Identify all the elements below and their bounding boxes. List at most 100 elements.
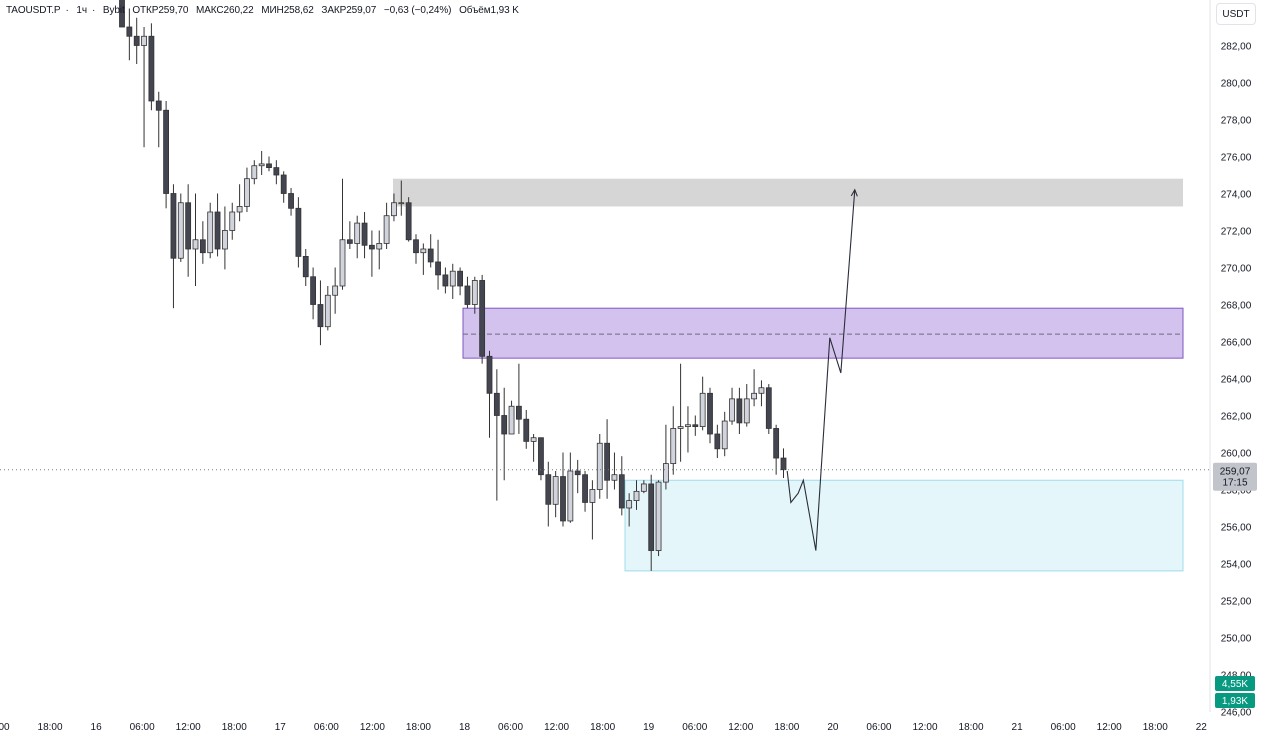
candle-body: [626, 500, 633, 509]
candle: [773, 424, 780, 475]
candle: [310, 267, 317, 320]
candle: [464, 276, 471, 309]
candle: [736, 387, 743, 434]
candle: [707, 387, 713, 444]
candle-body: [221, 230, 228, 250]
candle: [332, 267, 339, 314]
candle: [648, 474, 655, 571]
candle: [538, 437, 544, 481]
candle: [192, 193, 199, 286]
candle: [354, 215, 361, 259]
gray-zone[interactable]: [393, 178, 1183, 207]
candle-body: [295, 207, 302, 257]
candle-body: [170, 193, 177, 259]
price-tick-label: 266,00: [1221, 338, 1252, 349]
time-tick-label: 12:00: [728, 722, 753, 733]
candle: [141, 27, 147, 148]
candle: [244, 167, 250, 212]
volume-badges: 4,55K 1,93K: [1215, 676, 1255, 708]
purple-zone[interactable]: [462, 307, 1184, 359]
currency-button[interactable]: USDT: [1216, 3, 1256, 25]
candle-body: [177, 202, 184, 259]
candle: [670, 406, 677, 475]
candle: [780, 448, 787, 479]
candle-body: [405, 202, 412, 241]
candle: [266, 156, 272, 172]
candle-body: [589, 489, 596, 503]
price-tick-label: 270,00: [1221, 264, 1252, 275]
time-tick-label: 18:00: [774, 722, 799, 733]
candle-body: [655, 481, 662, 551]
candle-body: [185, 202, 192, 250]
candle: [391, 193, 397, 222]
interval-label[interactable]: 1ч: [76, 5, 87, 16]
candle: [457, 267, 464, 296]
cyan-zone[interactable]: [624, 479, 1184, 572]
candle-body: [773, 428, 780, 459]
candle: [604, 419, 610, 499]
candle: [413, 234, 419, 264]
candle-body: [442, 274, 449, 287]
symbol-name[interactable]: TAOUSDT.P: [6, 5, 61, 16]
candle-body: [736, 398, 743, 424]
candle: [523, 409, 530, 449]
candle-body: [244, 178, 250, 207]
candle-body: [376, 243, 383, 250]
candle-body: [251, 165, 258, 180]
candle: [677, 363, 684, 462]
candle-body: [148, 35, 155, 102]
high-value: 260,22: [223, 5, 254, 16]
candle: [714, 424, 721, 459]
candle: [729, 387, 735, 425]
candle-body: [457, 270, 464, 287]
projection-path[interactable]: [786, 189, 856, 551]
time-axis[interactable]: 00 18:00 16 06:00 12:00 18:00 17 06:00 12:00 18:0…: [0, 722, 1207, 733]
price-axis[interactable]: 282,00 280,00 278,00 276,00 274,00 272,00 270,…: [1221, 42, 1252, 719]
bar-countdown-label: 17:15: [1222, 478, 1247, 489]
candle-body: [618, 474, 625, 509]
time-tick-label: 12:00: [544, 722, 569, 733]
price-tick-label: 274,00: [1221, 190, 1252, 201]
candle-body: [699, 392, 706, 427]
time-tick-label: 06:00: [314, 722, 339, 733]
candle-body: [214, 211, 221, 250]
candle-body: [449, 270, 456, 287]
candle: [185, 184, 192, 277]
symbol-legend[interactable]: TAOUSDT.P · 1ч · Bybit ОТКР259,70 МАКС260,…: [6, 5, 524, 16]
candle-body: [530, 437, 537, 442]
volume-label: Объём: [459, 5, 491, 16]
candle-body: [545, 474, 552, 505]
zones-layer: [393, 178, 1184, 572]
candle-body: [339, 239, 346, 287]
separator: ·: [65, 5, 69, 16]
candle-body: [751, 392, 757, 400]
candle-body: [236, 206, 243, 213]
candle: [148, 23, 155, 111]
candle: [427, 234, 434, 268]
time-tick-label: 12:00: [176, 722, 201, 733]
candle: [221, 206, 228, 270]
candle-body: [552, 476, 559, 505]
candle-body: [258, 163, 265, 167]
candle-body: [163, 109, 170, 194]
time-tick-label: 18:00: [406, 722, 431, 733]
candle: [126, 8, 133, 61]
time-tick-label: 18:00: [1143, 722, 1168, 733]
candle-body: [765, 387, 772, 429]
price-tick-label: 276,00: [1221, 153, 1252, 164]
time-tick-label: 20: [827, 722, 839, 733]
candle-body: [199, 239, 206, 254]
candle-body: [685, 424, 691, 428]
candle: [743, 384, 750, 427]
time-tick-label: 21: [1012, 722, 1024, 733]
time-tick-label: 16: [91, 722, 103, 733]
candle-body: [780, 457, 787, 471]
candle: [442, 267, 449, 294]
candle-body: [273, 167, 280, 176]
candle: [368, 230, 375, 277]
price-tick-label: 246,00: [1221, 708, 1252, 719]
candle-body: [332, 285, 339, 296]
candle: [163, 101, 170, 209]
candle: [640, 480, 647, 494]
